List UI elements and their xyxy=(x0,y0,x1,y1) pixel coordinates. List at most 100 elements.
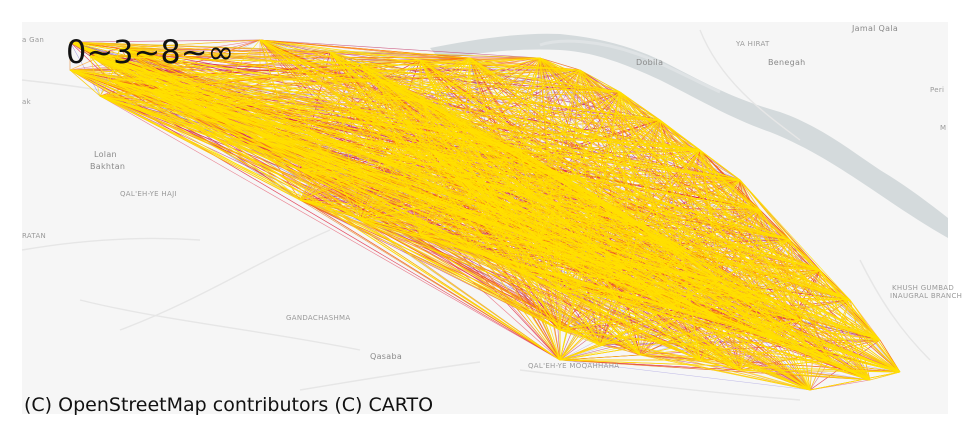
flow-line xyxy=(539,57,781,341)
place-label-ak: ak xyxy=(22,98,31,106)
flow-line xyxy=(559,174,871,381)
flow-line xyxy=(539,239,561,291)
flow-line xyxy=(699,359,871,381)
flow-line xyxy=(579,69,591,261)
flow-line xyxy=(379,159,591,261)
flow-line xyxy=(299,69,581,171)
place-label-gandachashma: GANDACHASHMA xyxy=(286,314,351,322)
flow-line xyxy=(69,39,261,43)
flow-line xyxy=(259,39,741,371)
flow-line xyxy=(119,47,741,371)
flow-line xyxy=(469,57,581,71)
flow-line xyxy=(429,149,561,291)
place-label-bakhtan: Bakhtan xyxy=(90,162,126,171)
flow-line xyxy=(559,174,641,356)
flow-line xyxy=(299,69,581,201)
flow-line xyxy=(559,69,581,331)
flow-line xyxy=(599,199,851,301)
flow-line xyxy=(599,344,811,391)
flow-line xyxy=(259,39,791,241)
flow-line xyxy=(359,219,871,381)
flow-line xyxy=(419,99,461,181)
flow-line xyxy=(359,149,431,221)
flow-line xyxy=(559,209,761,291)
flow-line xyxy=(89,55,811,391)
flow-line xyxy=(589,259,811,391)
flow-line xyxy=(429,149,811,391)
flow-line xyxy=(559,224,641,361)
flow-line xyxy=(109,79,781,341)
flow-line xyxy=(459,179,871,381)
flow-line xyxy=(419,59,601,201)
flow-line xyxy=(659,119,761,211)
flow-line xyxy=(559,174,821,271)
flow-line xyxy=(149,89,461,181)
flow-line xyxy=(589,259,721,281)
flow-line xyxy=(519,57,541,151)
flow-line xyxy=(789,239,901,373)
flow-line xyxy=(699,149,761,301)
flow-line xyxy=(379,79,721,281)
flow-line xyxy=(599,179,741,201)
flow-line xyxy=(599,91,621,201)
flow-line xyxy=(359,63,621,93)
flow-line xyxy=(599,179,741,346)
flow-line xyxy=(349,109,791,241)
flow-line xyxy=(599,199,741,371)
flow-line xyxy=(739,369,871,381)
place-label-khush-gumbad: KHUSH GUMBAD xyxy=(892,284,955,292)
flow-line xyxy=(419,59,621,93)
flow-line xyxy=(99,79,111,97)
flow-line xyxy=(99,95,301,171)
flow-line xyxy=(89,55,431,151)
flow-line xyxy=(679,249,801,321)
flow-line xyxy=(259,39,471,59)
flow-line xyxy=(619,269,821,301)
flow-line xyxy=(419,99,701,361)
place-label-a-gan: a Gan xyxy=(22,36,45,44)
flow-line xyxy=(469,129,881,341)
flow-line xyxy=(469,57,871,381)
flow-line xyxy=(259,39,421,61)
flow-line xyxy=(89,55,871,381)
flow-line xyxy=(619,299,871,381)
flow-line xyxy=(299,169,601,346)
flow-line xyxy=(679,249,831,361)
flow-line xyxy=(149,89,561,331)
flow-line xyxy=(639,224,811,391)
flow-line xyxy=(69,41,681,251)
flow-line xyxy=(109,57,541,81)
flow-line xyxy=(559,209,761,331)
place-label-m: M xyxy=(940,124,947,132)
flow-line xyxy=(559,269,631,361)
flow-line xyxy=(149,89,301,201)
flow-line xyxy=(349,109,881,341)
flow-line xyxy=(99,95,561,331)
flow-line xyxy=(809,371,901,391)
flow-line xyxy=(429,149,721,281)
flow-line xyxy=(359,63,501,211)
flow-line xyxy=(99,95,561,361)
flow-line xyxy=(639,209,761,226)
flow-line xyxy=(109,79,721,321)
flow-line xyxy=(89,55,721,281)
flow-line xyxy=(349,109,761,211)
flow-line xyxy=(99,95,831,361)
flow-line xyxy=(499,209,721,281)
flow-line xyxy=(69,69,561,331)
flow-line xyxy=(739,179,851,301)
flow-line xyxy=(299,199,811,391)
flow-line xyxy=(599,269,821,346)
flow-line xyxy=(149,89,821,271)
flow-line xyxy=(699,299,761,361)
flow-line xyxy=(739,299,761,371)
flow-line xyxy=(89,55,681,311)
flow-line xyxy=(359,219,561,291)
flow-line xyxy=(259,39,361,65)
flow-line xyxy=(739,179,881,341)
flow-line xyxy=(359,149,701,221)
flow-line xyxy=(109,79,561,331)
flow-line xyxy=(329,51,561,331)
